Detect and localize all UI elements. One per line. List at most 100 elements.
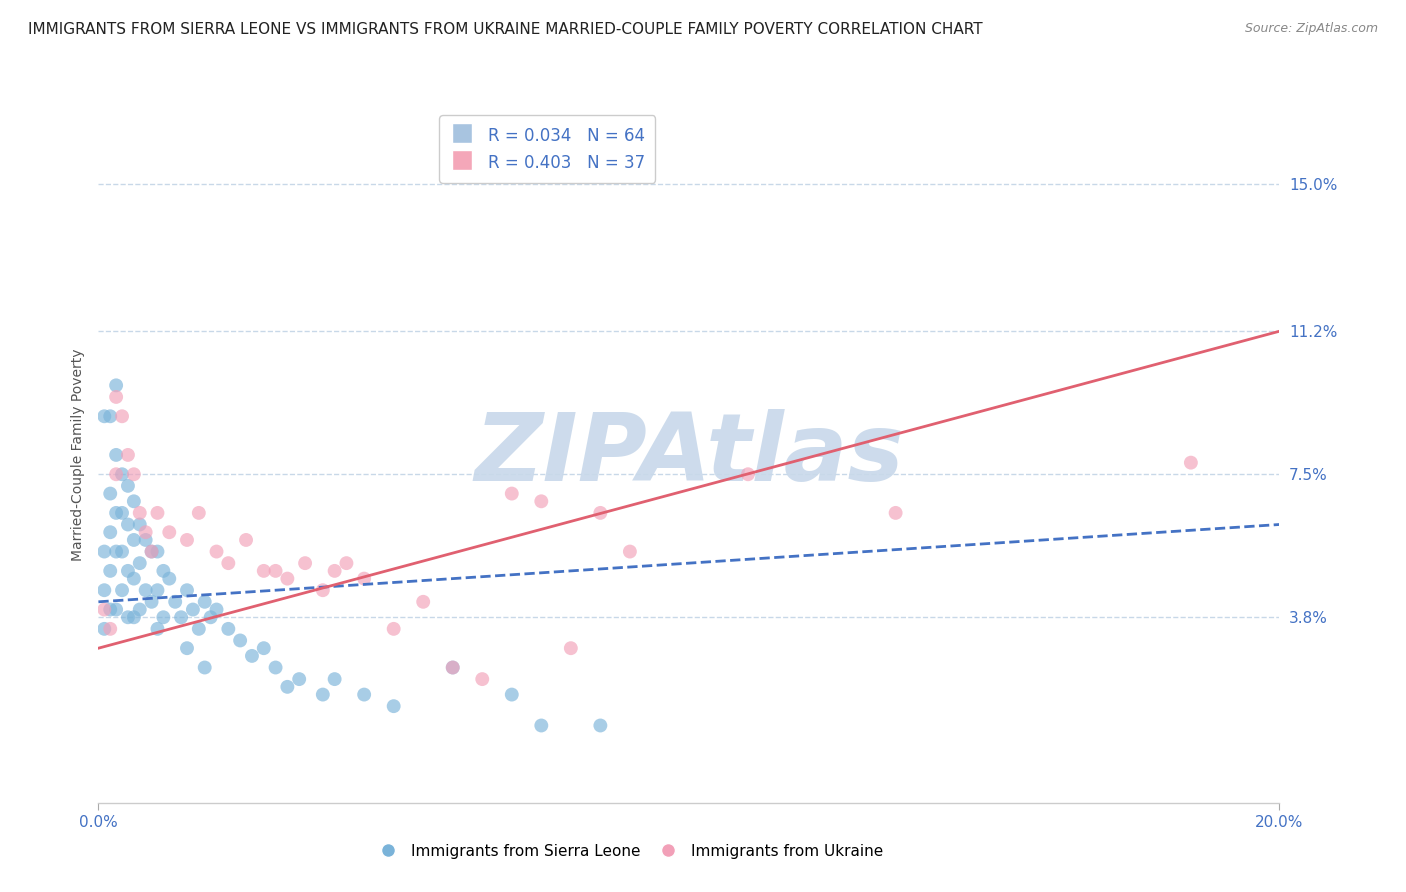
Point xyxy=(589,506,612,520)
Point xyxy=(122,572,145,586)
Point xyxy=(98,525,121,540)
Text: IMMIGRANTS FROM SIERRA LEONE VS IMMIGRANTS FROM UKRAINE MARRIED-COUPLE FAMILY PO: IMMIGRANTS FROM SIERRA LEONE VS IMMIGRAN… xyxy=(28,22,983,37)
Point xyxy=(235,533,257,547)
Point xyxy=(501,486,523,500)
Point xyxy=(170,610,193,624)
Point xyxy=(412,595,434,609)
Point xyxy=(240,648,263,663)
Point xyxy=(98,486,121,500)
Point xyxy=(117,448,139,462)
Point xyxy=(441,660,464,674)
Point xyxy=(589,718,612,732)
Point xyxy=(157,572,180,586)
Point xyxy=(105,544,128,558)
Point xyxy=(105,506,128,520)
Point xyxy=(105,602,128,616)
Point xyxy=(382,699,405,714)
Point xyxy=(501,688,523,702)
Point xyxy=(141,544,163,558)
Point xyxy=(312,583,335,598)
Point xyxy=(205,544,228,558)
Point xyxy=(128,506,150,520)
Point xyxy=(187,622,209,636)
Point xyxy=(619,544,641,558)
Point xyxy=(111,467,134,482)
Point xyxy=(105,448,128,462)
Point xyxy=(135,533,157,547)
Point xyxy=(146,583,169,598)
Point xyxy=(264,660,287,674)
Y-axis label: Married-Couple Family Poverty: Married-Couple Family Poverty xyxy=(70,349,84,561)
Point xyxy=(93,409,115,424)
Point xyxy=(176,533,198,547)
Point xyxy=(1180,456,1202,470)
Point xyxy=(323,564,346,578)
Point xyxy=(200,610,222,624)
Point xyxy=(560,641,582,656)
Point xyxy=(146,506,169,520)
Point xyxy=(117,479,139,493)
Point xyxy=(471,672,494,686)
Point xyxy=(105,378,128,392)
Point xyxy=(117,517,139,532)
Point xyxy=(176,583,198,598)
Point xyxy=(194,595,217,609)
Point xyxy=(187,506,209,520)
Point xyxy=(98,409,121,424)
Point xyxy=(217,556,239,570)
Point xyxy=(737,467,759,482)
Point xyxy=(181,602,204,616)
Point xyxy=(135,583,157,598)
Point xyxy=(353,688,375,702)
Point xyxy=(217,622,239,636)
Point xyxy=(152,564,174,578)
Point xyxy=(141,595,163,609)
Point xyxy=(122,610,145,624)
Point xyxy=(146,622,169,636)
Point xyxy=(884,506,907,520)
Point xyxy=(93,622,115,636)
Point xyxy=(122,533,145,547)
Point xyxy=(276,680,298,694)
Point xyxy=(128,556,150,570)
Point xyxy=(128,602,150,616)
Point xyxy=(128,517,150,532)
Point xyxy=(288,672,311,686)
Point xyxy=(253,564,276,578)
Point xyxy=(93,583,115,598)
Point xyxy=(335,556,357,570)
Point xyxy=(141,544,163,558)
Point xyxy=(93,544,115,558)
Point xyxy=(276,572,298,586)
Point xyxy=(105,390,128,404)
Text: ZIPAtlas: ZIPAtlas xyxy=(474,409,904,501)
Point xyxy=(530,494,553,508)
Point xyxy=(323,672,346,686)
Point xyxy=(98,602,121,616)
Point xyxy=(294,556,316,570)
Point xyxy=(264,564,287,578)
Point xyxy=(229,633,252,648)
Text: Source: ZipAtlas.com: Source: ZipAtlas.com xyxy=(1244,22,1378,36)
Point xyxy=(117,610,139,624)
Point xyxy=(111,409,134,424)
Point xyxy=(530,718,553,732)
Point xyxy=(353,572,375,586)
Point xyxy=(122,494,145,508)
Point xyxy=(312,688,335,702)
Point xyxy=(165,595,187,609)
Point xyxy=(157,525,180,540)
Point xyxy=(98,564,121,578)
Legend: Immigrants from Sierra Leone, Immigrants from Ukraine: Immigrants from Sierra Leone, Immigrants… xyxy=(370,838,890,864)
Point xyxy=(194,660,217,674)
Point xyxy=(205,602,228,616)
Point xyxy=(122,467,145,482)
Point xyxy=(135,525,157,540)
Point xyxy=(176,641,198,656)
Point xyxy=(382,622,405,636)
Point xyxy=(441,660,464,674)
Point xyxy=(146,544,169,558)
Point xyxy=(111,544,134,558)
Point xyxy=(152,610,174,624)
Point xyxy=(98,622,121,636)
